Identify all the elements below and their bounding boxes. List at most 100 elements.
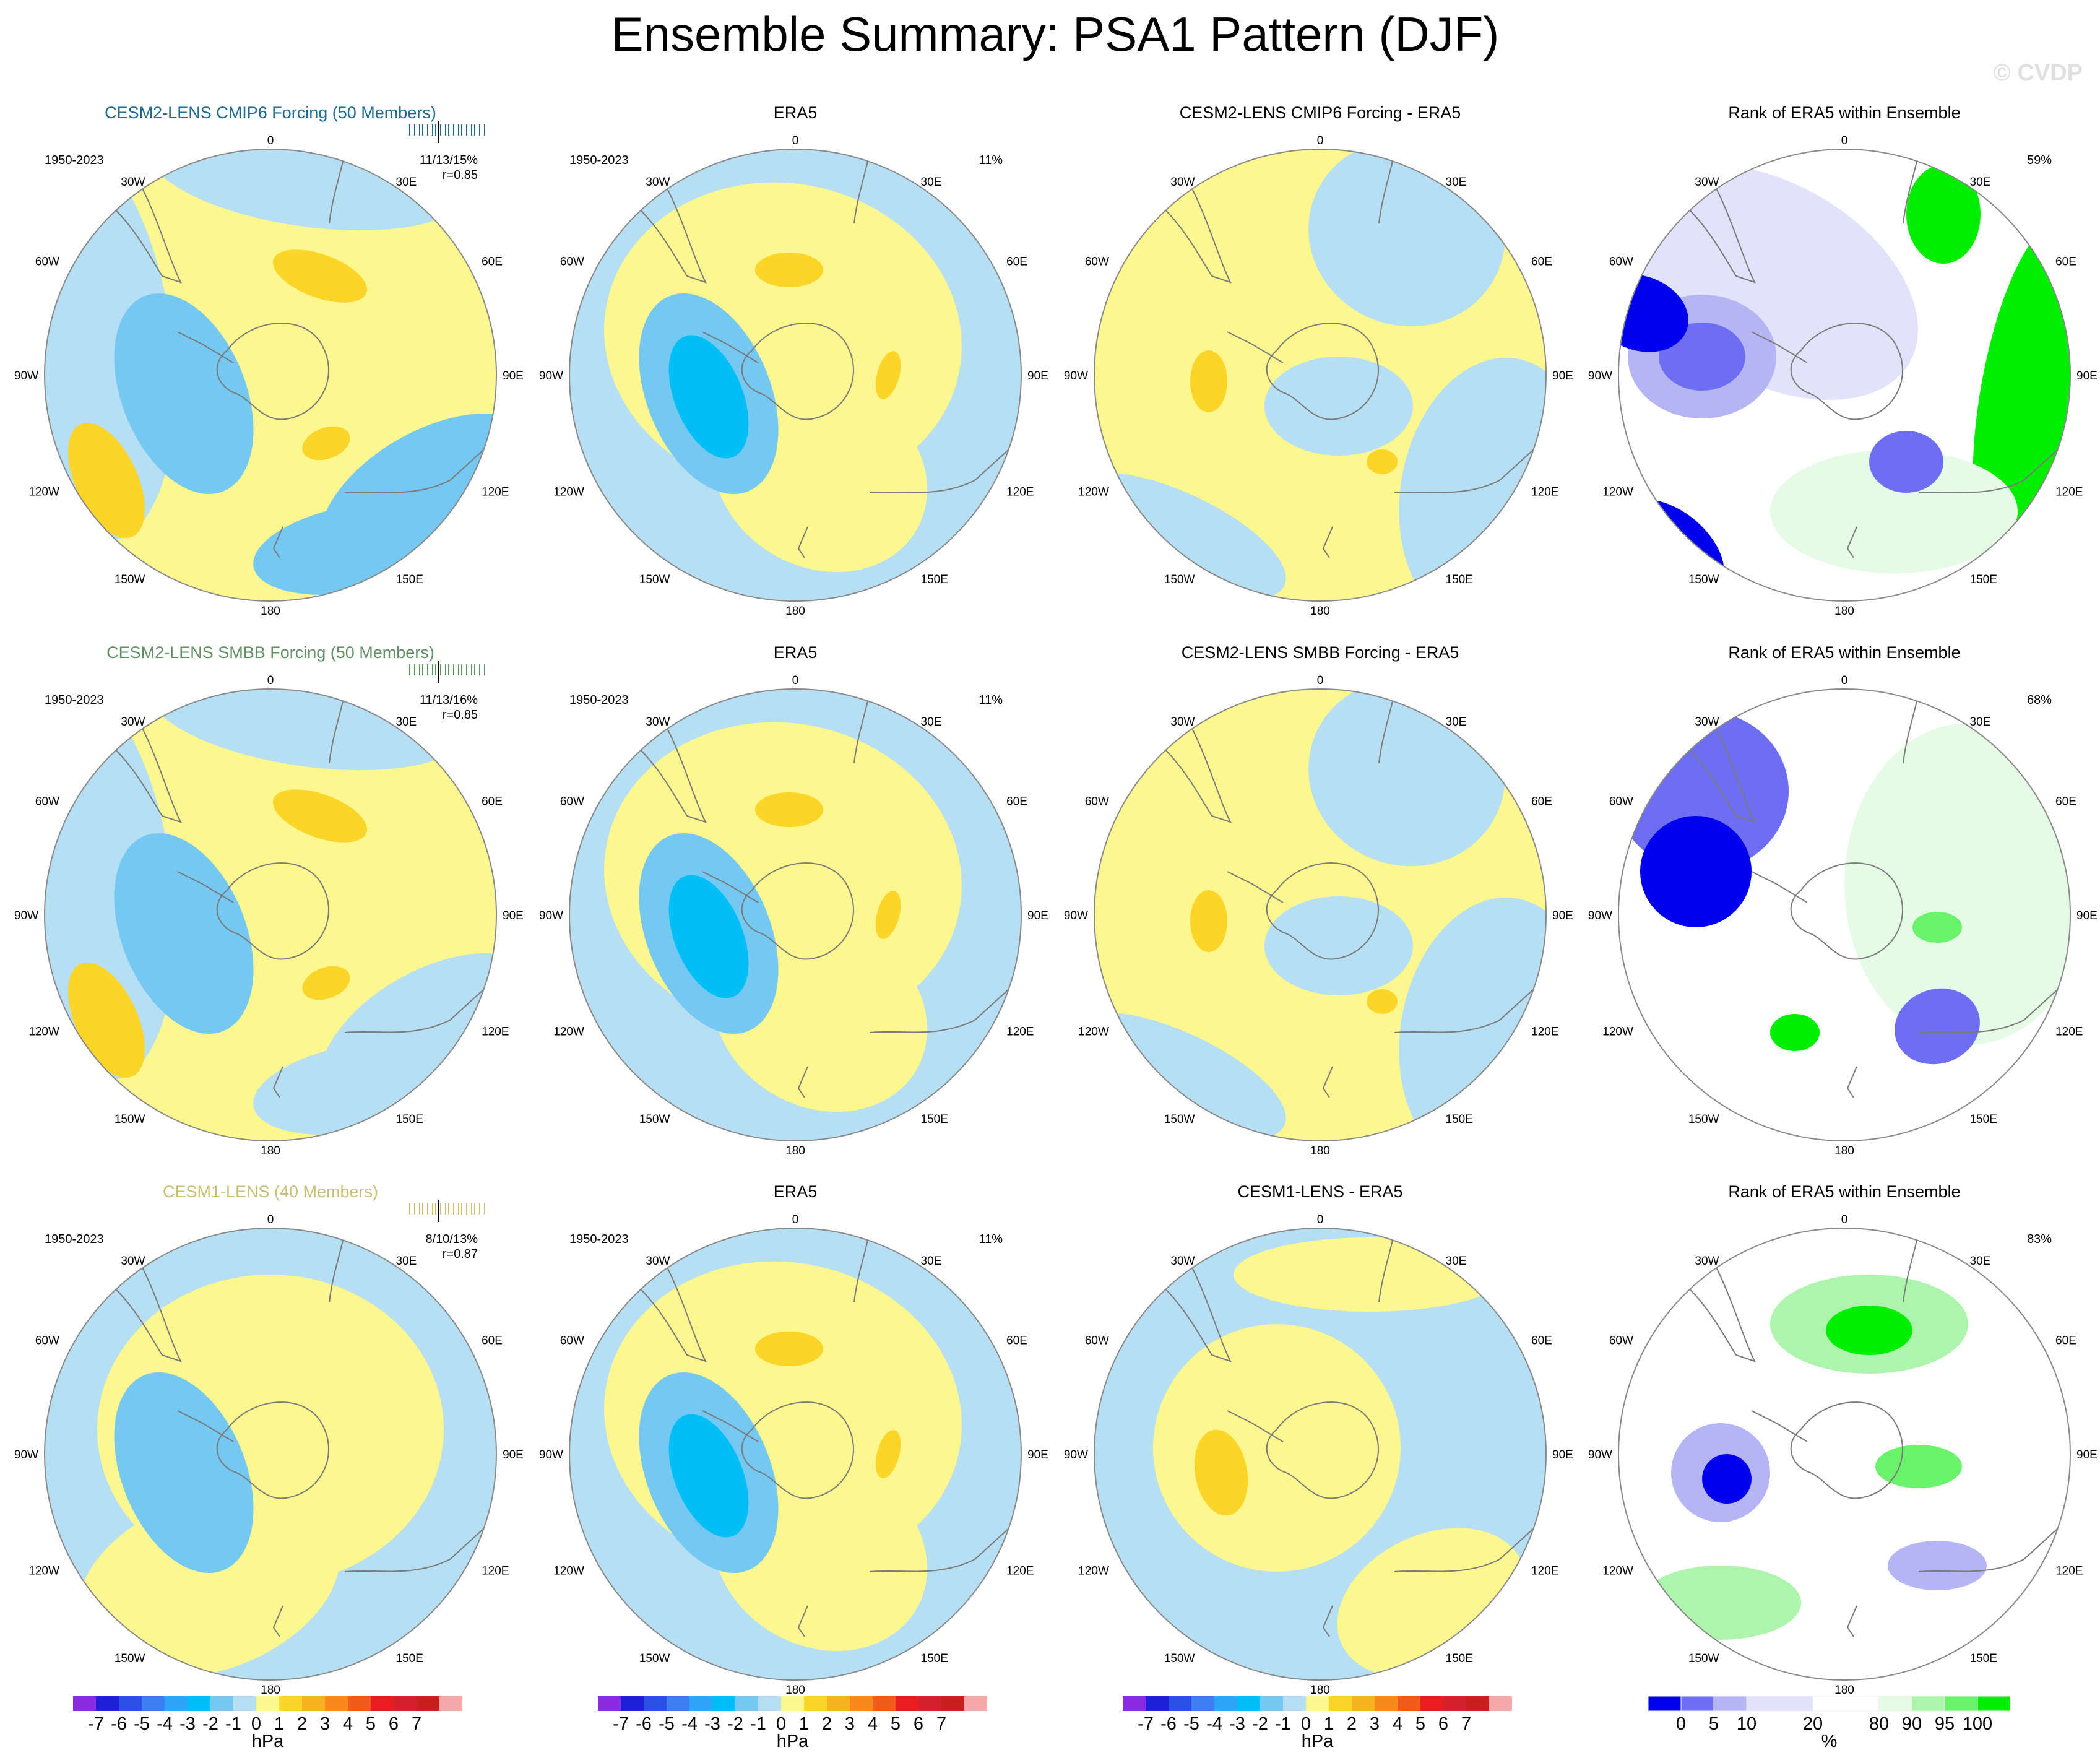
field-negative-center	[686, 1440, 731, 1511]
australia-coastline	[1918, 989, 2059, 1033]
field-max-west	[1194, 1429, 1248, 1516]
peninsula-coastline	[702, 331, 759, 363]
colorbar-tick: 6	[1438, 1714, 1448, 1734]
peninsula-coastline	[177, 871, 234, 903]
lon-label-lon-60e: 60E	[2055, 1335, 2076, 1348]
panel-model-row-2: 0 180 30W 30E 60W 60E 90W 90E 120W 120E 150W 150E CE…	[14, 643, 524, 1158]
lon-label-lon-120e: 120E	[2055, 1026, 2083, 1039]
lon-label-lon-30e: 30E	[396, 1255, 417, 1268]
lon-label-lon-60w: 60W	[35, 1335, 59, 1348]
antarctica-coastline	[1266, 1401, 1379, 1499]
colorbar-tick: 2	[1347, 1714, 1357, 1734]
colorbar-tick: -7	[613, 1714, 629, 1734]
colorbar-swatch	[256, 1696, 279, 1711]
lon-label-lon-120e: 120E	[482, 486, 509, 499]
panel-title: ERA5	[774, 1182, 818, 1201]
field-positive-west	[45, 689, 176, 1081]
field-negative-center	[686, 362, 731, 432]
colorbar-swatch	[1489, 1696, 1512, 1711]
peninsula-coastline	[1751, 1410, 1808, 1442]
colorbar-tick: 1	[799, 1714, 809, 1734]
field-negative-center	[1264, 896, 1413, 995]
lon-label-lon-bottom: 180	[261, 605, 280, 618]
lon-label-lon-60e: 60E	[1531, 1335, 1552, 1348]
lon-label-lon-60e: 60E	[1006, 1335, 1027, 1348]
panel-title: Rank of ERA5 within Ensemble	[1728, 643, 1960, 662]
lon-label-lon-150w: 150W	[1688, 573, 1719, 586]
rank-highest-south	[1770, 1014, 1820, 1051]
colorbar-swatch	[1648, 1696, 1682, 1712]
panel-diff-row-2: 0 180 30W 30E 60W 60E 90W 90E 120W 120E 150W 150E CE…	[1064, 643, 1573, 1158]
field-negative-center	[686, 901, 731, 972]
colorbar-swatch	[1466, 1696, 1489, 1711]
lon-label-lon-30w: 30W	[646, 716, 670, 729]
lon-label-lon-150w: 150W	[1688, 1113, 1719, 1126]
colorbar-swatch	[1911, 1696, 1945, 1712]
map-boundary	[569, 688, 1022, 1141]
field-positive-south	[77, 1490, 340, 1678]
colorbar-hpa: -7 -6 -5 -4 -3 -2 -1 0 1 2 3 4 5 6 7 hPa	[73, 1696, 462, 1751]
colorbar-swatch	[1944, 1696, 1978, 1712]
field-max-north	[755, 1332, 823, 1366]
colorbar-swatch	[348, 1696, 371, 1711]
lon-label-lon-60e: 60E	[482, 795, 503, 808]
lon-label-lon-150e: 150E	[921, 1652, 948, 1665]
lon-label-lon-60e: 60E	[2055, 795, 2076, 808]
colorbar-tick: -4	[1206, 1714, 1222, 1734]
period-label: 1950-2023	[569, 154, 629, 167]
lon-label-lon-120w: 120W	[553, 486, 584, 499]
new-zealand-coastline	[797, 526, 808, 558]
lon-label-lon-120e: 120E	[1006, 1026, 1034, 1039]
australia-coastline	[869, 449, 1009, 493]
colorbar-unit: %	[1821, 1731, 1838, 1751]
lon-label-lon-30e: 30E	[1446, 1255, 1467, 1268]
colorbar-swatch	[1375, 1696, 1398, 1711]
panel-rank-row-2: 0 180 30W 30E 60W 60E 90W 90E 120W 120E 150W 150E Ra…	[1588, 643, 2098, 1158]
antarctica-coastline	[1790, 1401, 1903, 1499]
lon-label-lon-30e: 30E	[921, 176, 942, 189]
lon-label-lon-30w: 30W	[121, 716, 145, 729]
pattern-stats: 8/10/13%	[425, 1232, 478, 1246]
colorbar-swatch	[758, 1696, 781, 1711]
lon-label-lon-30w: 30W	[646, 176, 670, 189]
peninsula-coastline	[177, 1410, 234, 1442]
colorbar-swatch	[1191, 1696, 1214, 1711]
colorbar-tick: -5	[659, 1714, 675, 1734]
rank-highest-north	[1826, 1306, 1912, 1355]
pattern-correlation: r=0.85	[443, 708, 478, 722]
lon-label-lon-bottom: 180	[1310, 1684, 1330, 1697]
map-boundary	[1618, 688, 2071, 1141]
panel-field	[45, 1228, 496, 1680]
peninsula-coastline	[1227, 1410, 1284, 1442]
lon-label-lon-150e: 150E	[1970, 1652, 1997, 1665]
colorbar-swatch	[918, 1696, 941, 1711]
colorbar-tick: 2	[822, 1714, 832, 1734]
colorbar-swatch	[1146, 1696, 1169, 1711]
colorbar-tick: -6	[1160, 1714, 1177, 1734]
lon-label-lon-120w: 120W	[1078, 1565, 1109, 1578]
map-boundary	[44, 1228, 497, 1681]
new-zealand-coastline	[272, 1066, 283, 1098]
lon-label-lon-30w: 30W	[1695, 1255, 1719, 1268]
rank-high-center	[1875, 1445, 1962, 1488]
colorbar-tick: 20	[1803, 1714, 1823, 1734]
field-max-north	[755, 792, 823, 827]
lon-label-lon-60e: 60E	[1006, 795, 1027, 808]
panel-field	[1618, 689, 2070, 1141]
colorbar-tick: -1	[1275, 1714, 1291, 1734]
lon-label-lon-90e: 90E	[1552, 1449, 1573, 1462]
lon-label-lon-90e: 90E	[503, 909, 524, 922]
antarctica-coastline	[216, 1401, 329, 1499]
new-zealand-coastline	[1846, 1605, 1857, 1637]
period-label: 1950-2023	[569, 693, 629, 707]
lon-label-lon-150e: 150E	[1446, 573, 1473, 586]
lon-label-lon-top: 0	[1317, 674, 1324, 687]
colorbar-tick: 2	[297, 1714, 307, 1734]
lon-label-lon-90e: 90E	[1027, 1449, 1048, 1462]
colorbar-tick: -4	[157, 1714, 173, 1734]
colorbar-swatch	[1746, 1696, 1813, 1712]
lon-label-lon-90w: 90W	[1588, 909, 1612, 922]
lon-label-lon-60w: 60W	[560, 795, 584, 808]
new-zealand-coastline	[1846, 1066, 1857, 1098]
panel-field	[45, 149, 496, 601]
